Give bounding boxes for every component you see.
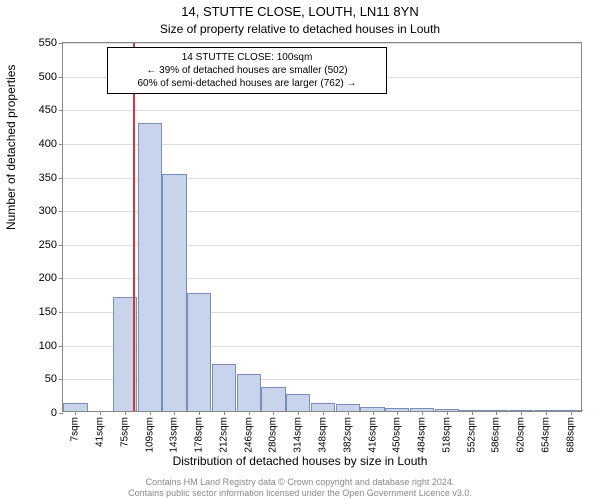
property-size-chart: 14, STUTTE CLOSE, LOUTH, LN11 8YN Size o…: [0, 0, 600, 500]
footer-line: Contains HM Land Registry data © Crown c…: [0, 477, 600, 489]
xtick-label: 280sqm: [268, 417, 279, 453]
xtick-mark: [373, 411, 374, 415]
xtick-mark: [150, 411, 151, 415]
xtick-mark: [199, 411, 200, 415]
ytick-mark: [59, 110, 63, 111]
xtick-mark: [472, 411, 473, 415]
annotation-line: 60% of semi-detached houses are larger (…: [114, 77, 380, 90]
ytick-mark: [59, 278, 63, 279]
ytick-mark: [59, 379, 63, 380]
xtick-label: 314sqm: [293, 417, 304, 453]
ytick-mark: [59, 245, 63, 246]
footer-line: Contains public sector information licen…: [0, 488, 600, 500]
annotation-box: 14 STUTTE CLOSE: 100sqm← 39% of detached…: [107, 47, 387, 94]
xtick-mark: [496, 411, 497, 415]
y-axis-label: Number of detached properties: [4, 65, 18, 230]
histogram-bar: [162, 174, 186, 411]
ytick-mark: [59, 413, 63, 414]
xtick-label: 416sqm: [367, 417, 378, 453]
xtick-mark: [348, 411, 349, 415]
xtick-label: 348sqm: [318, 417, 329, 453]
xtick-mark: [298, 411, 299, 415]
ytick-label: 300: [39, 205, 57, 217]
plot-area: 0501001502002503003504004505005507sqm41s…: [62, 42, 582, 412]
ytick-mark: [59, 43, 63, 44]
histogram-bar: [261, 387, 285, 411]
ytick-label: 250: [39, 239, 57, 251]
xtick-mark: [323, 411, 324, 415]
histogram-bar: [187, 293, 211, 411]
xtick-mark: [224, 411, 225, 415]
footer-attribution: Contains HM Land Registry data © Crown c…: [0, 477, 600, 500]
ytick-label: 550: [39, 37, 57, 49]
ytick-mark: [59, 77, 63, 78]
xtick-label: 688sqm: [565, 417, 576, 453]
chart-title: 14, STUTTE CLOSE, LOUTH, LN11 8YN: [0, 4, 600, 19]
annotation-line: 14 STUTTE CLOSE: 100sqm: [114, 51, 380, 64]
histogram-bar: [63, 403, 87, 411]
xtick-mark: [571, 411, 572, 415]
xtick-mark: [521, 411, 522, 415]
chart-subtitle: Size of property relative to detached ho…: [0, 22, 600, 36]
xtick-label: 654sqm: [540, 417, 551, 453]
xtick-mark: [273, 411, 274, 415]
xtick-label: 484sqm: [417, 417, 428, 453]
xtick-mark: [546, 411, 547, 415]
xtick-label: 450sqm: [392, 417, 403, 453]
xtick-label: 178sqm: [194, 417, 205, 453]
ytick-mark: [59, 144, 63, 145]
xtick-mark: [75, 411, 76, 415]
xtick-mark: [422, 411, 423, 415]
ytick-label: 500: [39, 71, 57, 83]
ytick-label: 50: [45, 373, 57, 385]
ytick-label: 200: [39, 272, 57, 284]
xtick-label: 143sqm: [169, 417, 180, 453]
ytick-label: 450: [39, 104, 57, 116]
ytick-mark: [59, 312, 63, 313]
histogram-bar: [336, 404, 360, 411]
histogram-bar: [311, 403, 335, 411]
ytick-label: 0: [51, 407, 57, 419]
xtick-label: 246sqm: [243, 417, 254, 453]
ytick-mark: [59, 178, 63, 179]
xtick-label: 586sqm: [491, 417, 502, 453]
xtick-label: 620sqm: [516, 417, 527, 453]
ytick-label: 150: [39, 306, 57, 318]
x-axis-label: Distribution of detached houses by size …: [0, 454, 600, 468]
xtick-label: 518sqm: [441, 417, 452, 453]
gridline: [63, 110, 581, 111]
gridline: [63, 43, 581, 44]
reference-line: [133, 43, 135, 411]
xtick-mark: [100, 411, 101, 415]
annotation-line: ← 39% of detached houses are smaller (50…: [114, 64, 380, 77]
xtick-mark: [397, 411, 398, 415]
ytick-label: 350: [39, 172, 57, 184]
xtick-label: 552sqm: [466, 417, 477, 453]
xtick-label: 382sqm: [342, 417, 353, 453]
xtick-mark: [447, 411, 448, 415]
histogram-bar: [138, 123, 162, 411]
histogram-bar: [237, 374, 261, 411]
xtick-label: 7sqm: [70, 417, 81, 441]
ytick-label: 400: [39, 138, 57, 150]
xtick-mark: [249, 411, 250, 415]
histogram-bar: [212, 364, 236, 411]
xtick-mark: [125, 411, 126, 415]
xtick-label: 109sqm: [144, 417, 155, 453]
ytick-label: 100: [39, 340, 57, 352]
xtick-label: 212sqm: [218, 417, 229, 453]
ytick-mark: [59, 211, 63, 212]
ytick-mark: [59, 346, 63, 347]
xtick-mark: [174, 411, 175, 415]
xtick-label: 41sqm: [95, 417, 106, 447]
histogram-bar: [286, 394, 310, 411]
xtick-label: 75sqm: [119, 417, 130, 447]
